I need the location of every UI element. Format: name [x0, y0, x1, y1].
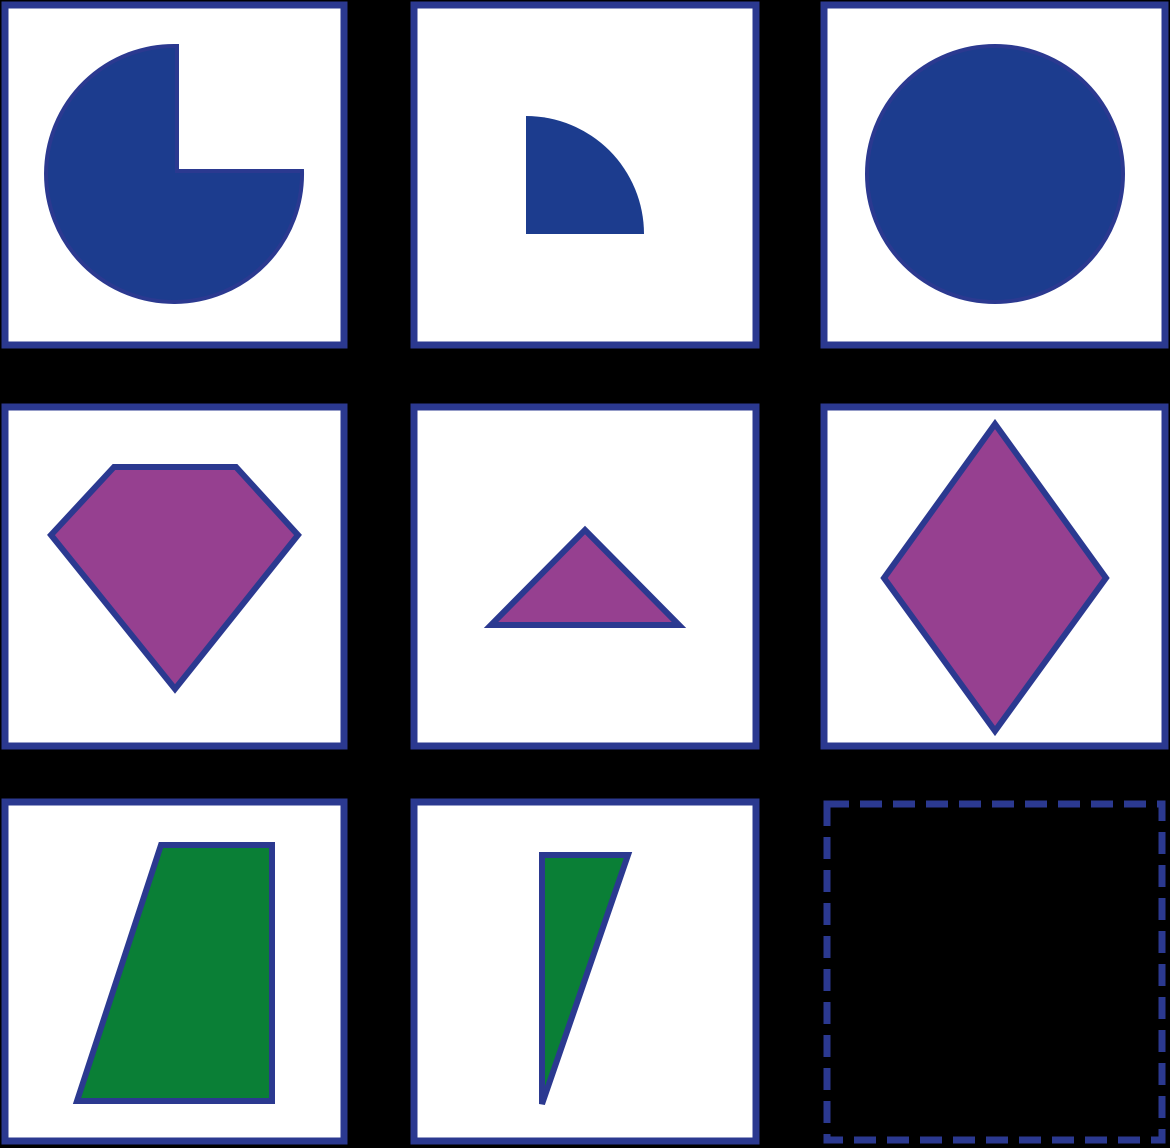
cell-r3-c2: [410, 798, 760, 1145]
triangle-shape: [483, 525, 687, 628]
cell-r3-c3: [823, 800, 1166, 1144]
missing-answer-placeholder: [823, 800, 1166, 1144]
circle-full-shape: [865, 44, 1125, 304]
cell-r2-c1: [1, 403, 348, 750]
circle-three-quarters-shape: [44, 43, 305, 304]
cell-r2-c2: [410, 403, 760, 750]
trapezoid-shape: [72, 842, 275, 1104]
circle-quarter-shape: [526, 116, 644, 234]
diamond-shape: [880, 418, 1110, 737]
cell-r1-c1: [1, 1, 348, 349]
triangle-narrow-shape: [539, 852, 633, 1105]
pentagon-gem-shape: [47, 464, 302, 694]
cell-r2-c3: [820, 403, 1169, 750]
cell-r1-c3: [820, 1, 1169, 349]
cell-r1-c2: [410, 1, 760, 349]
cell-r3-c1: [1, 798, 348, 1145]
